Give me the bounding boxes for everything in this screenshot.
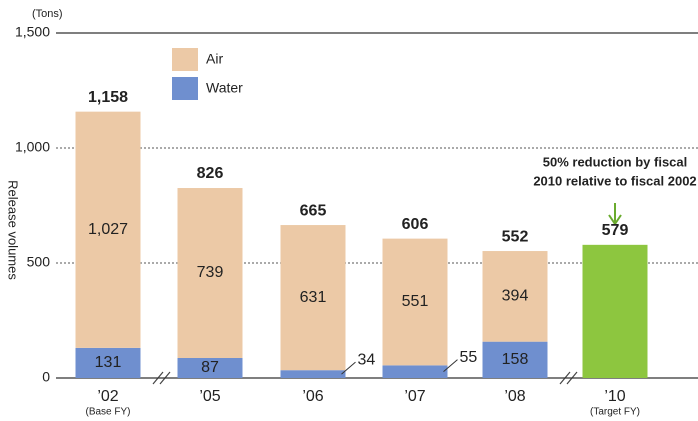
y-axis-label: Release volumes [6, 180, 21, 280]
bar-segment [280, 370, 346, 378]
bar-segment [75, 347, 141, 378]
legend-swatch [172, 48, 198, 71]
total-label: 826 [197, 165, 224, 182]
legend-label: Air [206, 51, 223, 67]
bar-segment [482, 341, 548, 378]
annotation: 50% reduction by fiscal [543, 154, 688, 169]
leader-line [443, 359, 458, 373]
y-tick-label: 0 [42, 369, 50, 385]
bar-segment [482, 251, 548, 342]
bar-segment [280, 225, 346, 371]
target-bar [582, 244, 648, 378]
x-tick-label: ’06 [302, 388, 323, 405]
annotation-arrow [608, 203, 622, 226]
value-label: 131 [95, 354, 122, 371]
target-label: 579 [602, 222, 629, 239]
value-label: 631 [300, 289, 327, 306]
y-tick-label: 1,000 [15, 139, 50, 155]
x-sublabel: (Target FY) [590, 407, 640, 418]
annotation: 2010 relative to fiscal 2002 [533, 173, 696, 188]
value-label: 739 [197, 264, 224, 281]
value-label: 55 [460, 349, 478, 366]
y-tick-label: 500 [27, 254, 51, 270]
leader-line [341, 361, 356, 375]
value-label: 87 [201, 359, 219, 376]
x-tick-label: ’08 [504, 388, 525, 405]
value-label: 551 [402, 293, 429, 310]
bar-segment [382, 238, 448, 366]
bar-segment [75, 111, 141, 348]
value-label: 1,027 [88, 221, 128, 238]
unit-label: (Tons) [32, 8, 63, 20]
total-label: 1,158 [88, 89, 128, 106]
bar-segment [177, 188, 243, 358]
legend-label: Water [206, 80, 243, 96]
total-label: 606 [402, 216, 429, 233]
x-tick-label: ’10 [604, 388, 625, 405]
bar-segment [382, 365, 448, 378]
x-tick-label: ’02 [97, 388, 118, 405]
total-label: 552 [502, 228, 529, 245]
total-label: 665 [300, 202, 327, 219]
x-sublabel: (Base FY) [85, 407, 130, 418]
value-label: 158 [502, 351, 529, 368]
x-tick-label: ’07 [404, 388, 425, 405]
y-tick-label: 1,500 [15, 24, 50, 40]
x-tick-label: ’05 [199, 388, 220, 405]
bar-segment [177, 357, 243, 378]
value-label: 34 [358, 351, 376, 368]
legend-swatch [172, 77, 198, 100]
value-label: 394 [502, 288, 529, 305]
